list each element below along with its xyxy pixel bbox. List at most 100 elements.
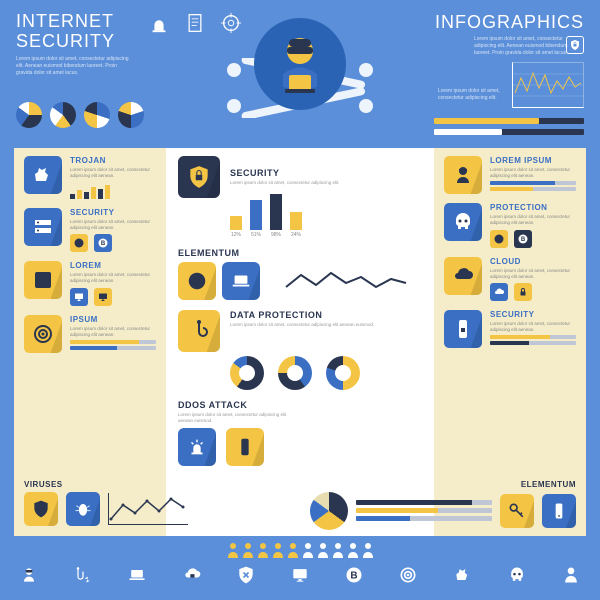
infographic-canvas: INTERNET SECURITY INFOGRAPHICS Lorem ips… bbox=[0, 0, 600, 600]
bitcoin-icon: B bbox=[341, 564, 367, 586]
svg-text:B: B bbox=[77, 241, 82, 247]
pie-chart bbox=[84, 102, 110, 128]
mini-progress-bar bbox=[356, 500, 492, 505]
phishing-icon bbox=[70, 564, 96, 586]
item-lorem: Lorem ipsum dolor sit amet, consectetur … bbox=[70, 326, 156, 338]
progress-bar bbox=[434, 129, 584, 135]
horse-icon bbox=[450, 564, 476, 586]
elementum-bottom-section: ELEMENTUM bbox=[310, 480, 576, 530]
section-lorem: Lorem ipsum dolor sit amet, consectetur … bbox=[230, 322, 422, 328]
item-title: PROTECTION bbox=[490, 203, 576, 212]
section-title: DATA PROTECTION bbox=[230, 310, 422, 320]
svg-text:B: B bbox=[193, 276, 201, 288]
security-section: SECURITY Lorem ipsum dolor sit amet, con… bbox=[178, 156, 422, 238]
server-icon bbox=[24, 208, 62, 246]
right-column: LOREM IPSUM Lorem ipsum dolor sit amet, … bbox=[434, 148, 586, 536]
header-lorem-right2: Lorem ipsum dolor sit amet, consectetur … bbox=[438, 88, 504, 102]
mini-progress-bar bbox=[70, 346, 156, 350]
info-item: IPSUM Lorem ipsum dolor sit amet, consec… bbox=[24, 315, 156, 353]
item-lorem: Lorem ipsum dolor sit amet, consectetur … bbox=[490, 268, 576, 280]
section-title: ELEMENTUM bbox=[178, 248, 422, 258]
target-icon bbox=[395, 564, 421, 586]
viruses-section: VIRUSES bbox=[24, 480, 290, 530]
donut-chart bbox=[230, 356, 264, 390]
person-icon bbox=[558, 564, 584, 586]
donut-chart bbox=[278, 356, 312, 390]
hacker-icon bbox=[444, 156, 482, 194]
bottom-row: VIRUSES ELEMENTUM bbox=[24, 480, 576, 530]
item-lorem: Lorem ipsum dolor sit amet, consectetur … bbox=[70, 272, 156, 284]
line-chart bbox=[108, 493, 188, 525]
header-lorem-left: Lorem ipsum dolor sit amet, consectetur … bbox=[16, 56, 131, 77]
progress-bar bbox=[434, 118, 584, 124]
shield-broken-icon bbox=[24, 492, 58, 526]
siren-icon bbox=[148, 12, 170, 34]
data-protection-section: DATA PROTECTION Lorem ipsum dolor sit am… bbox=[178, 310, 422, 390]
monitor-icon bbox=[287, 564, 313, 586]
monitor-icon bbox=[70, 288, 88, 306]
left-column: TROJAN Lorem ipsum dolor sit amet, conse… bbox=[14, 148, 166, 536]
donut-chart bbox=[326, 356, 360, 390]
phone-lock-icon bbox=[444, 310, 482, 348]
header-icon-row bbox=[148, 12, 242, 34]
mini-icon-pair bbox=[490, 283, 576, 301]
footer-icon-row: B bbox=[16, 564, 584, 586]
section-title: VIRUSES bbox=[24, 480, 290, 489]
header-pie-row bbox=[16, 102, 144, 128]
people-pictogram-row bbox=[16, 542, 584, 558]
item-title: SECURITY bbox=[490, 310, 576, 319]
pie-chart bbox=[16, 102, 42, 128]
elementum-section: ELEMENTUM B bbox=[178, 248, 422, 300]
wave-chart bbox=[512, 62, 584, 108]
section-title: ELEMENTUM bbox=[310, 480, 576, 489]
person-icon bbox=[362, 542, 374, 558]
bug-icon bbox=[66, 492, 100, 526]
item-lorem: Lorem ipsum dolor sit amet, consectetur … bbox=[490, 321, 576, 333]
horse-icon bbox=[24, 156, 62, 194]
target-icon bbox=[24, 315, 62, 353]
mini-icon-pair: BB bbox=[490, 230, 576, 248]
info-item: PROTECTION Lorem ipsum dolor sit amet, c… bbox=[444, 203, 576, 248]
item-title: TROJAN bbox=[70, 156, 156, 165]
person-icon bbox=[332, 542, 344, 558]
mini-progress-bar bbox=[490, 187, 576, 191]
pie-chart bbox=[118, 102, 144, 128]
info-item: SECURITY Lorem ipsum dolor sit amet, con… bbox=[24, 208, 156, 253]
bitcoin-icon: B bbox=[70, 234, 88, 252]
section-lorem: Lorem ipsum dolor sit amet, consectetur … bbox=[230, 180, 422, 186]
mini-progress-bar bbox=[70, 340, 156, 344]
hook-icon bbox=[178, 310, 220, 352]
item-lorem: Lorem ipsum dolor sit amet, consectetur … bbox=[490, 214, 576, 226]
cloud-icon bbox=[490, 283, 508, 301]
bitcoin-icon: B bbox=[94, 234, 112, 252]
info-item: SECURITY Lorem ipsum dolor sit amet, con… bbox=[444, 310, 576, 348]
sparkline-chart bbox=[270, 269, 422, 293]
ddos-section: DDOS ATTACK Lorem ipsum dolor sit amet, … bbox=[178, 400, 422, 466]
person-icon bbox=[287, 542, 299, 558]
item-title: SECURITY bbox=[70, 208, 156, 217]
bitcoin-icon: B bbox=[514, 230, 532, 248]
hacker-icon bbox=[16, 564, 42, 586]
content-panel: TROJAN Lorem ipsum dolor sit amet, conse… bbox=[14, 148, 586, 536]
middle-column: SECURITY Lorem ipsum dolor sit amet, con… bbox=[166, 148, 434, 536]
svg-text:B: B bbox=[101, 241, 106, 247]
person-icon bbox=[347, 542, 359, 558]
header-progress-bars bbox=[434, 118, 584, 140]
mini-icon-pair bbox=[70, 288, 156, 306]
item-title: IPSUM bbox=[70, 315, 156, 324]
info-item: TROJAN Lorem ipsum dolor sit amet, conse… bbox=[24, 156, 156, 199]
lock-icon bbox=[514, 283, 532, 301]
header: INTERNET SECURITY INFOGRAPHICS Lorem ips… bbox=[0, 0, 600, 148]
footer: B bbox=[0, 536, 600, 600]
shield-lock-icon bbox=[566, 36, 584, 54]
item-title: LOREM bbox=[70, 261, 156, 270]
hacker-avatar bbox=[254, 18, 346, 110]
shield-cross-icon bbox=[233, 564, 259, 586]
svg-text:B: B bbox=[351, 570, 358, 581]
person-icon bbox=[272, 542, 284, 558]
safe-icon bbox=[24, 261, 62, 299]
cloud-lock-icon bbox=[179, 564, 205, 586]
siren-icon bbox=[178, 428, 216, 466]
security-bar-chart: 12%51%98%24% bbox=[230, 202, 422, 238]
donut-row bbox=[230, 356, 422, 390]
